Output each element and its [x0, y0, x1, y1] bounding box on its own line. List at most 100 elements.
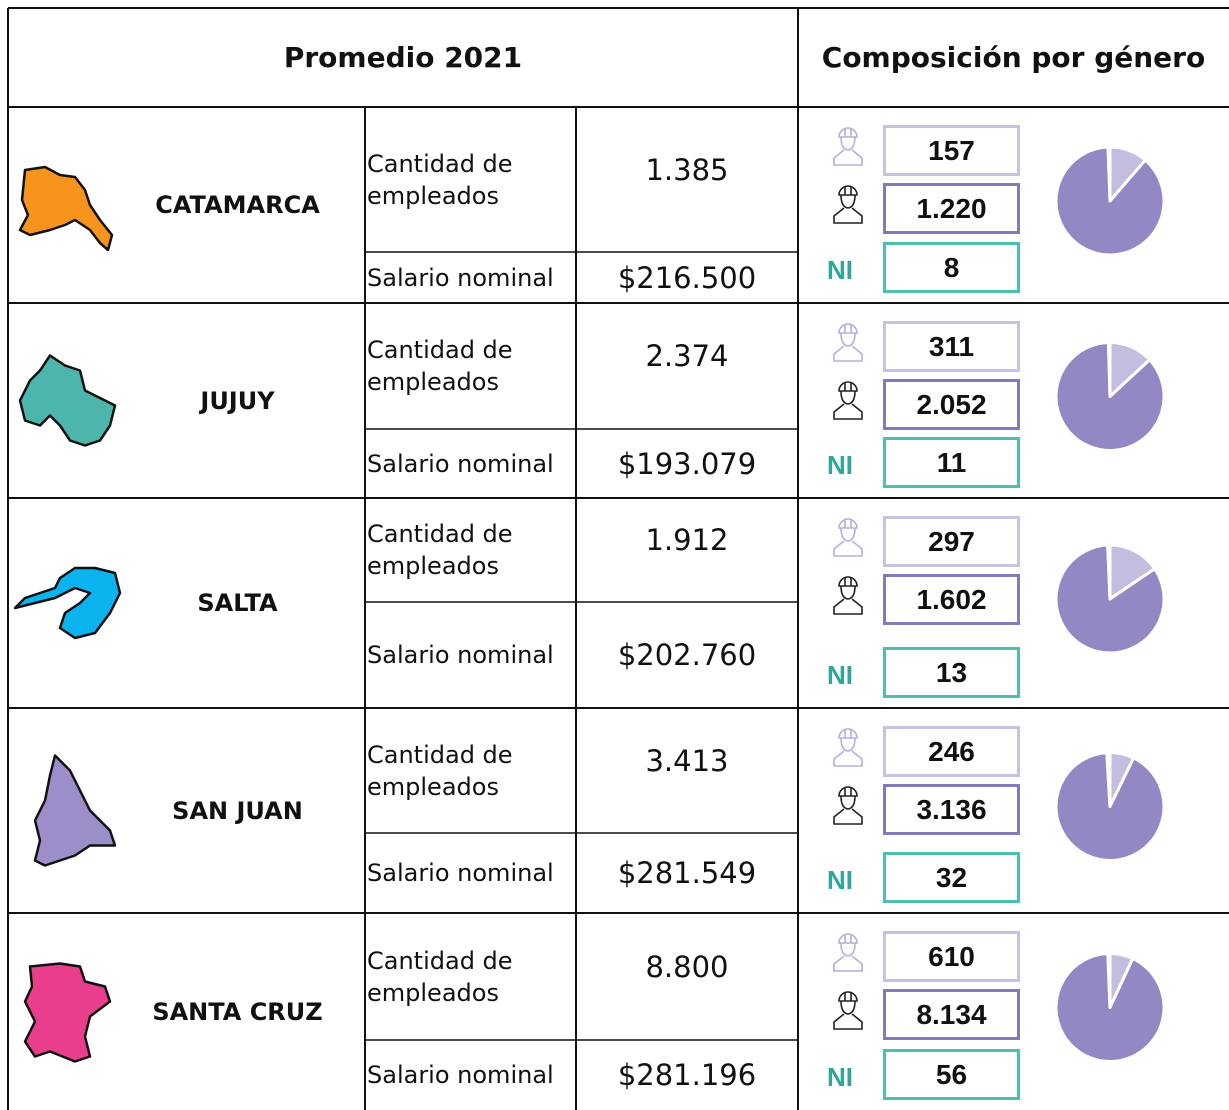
ni-label: NI: [827, 660, 853, 690]
women-count: 311: [883, 321, 1020, 372]
pie-slice: [1106, 341, 1112, 398]
salary-label: Salario nominal: [367, 859, 554, 887]
pie-slice: [1105, 751, 1112, 808]
women-count: 297: [883, 516, 1020, 567]
icon-body: [833, 955, 863, 972]
pie-slice: [1106, 951, 1112, 1009]
icon-body: [833, 598, 863, 615]
person-icon: [833, 185, 863, 224]
person-icon: [833, 323, 863, 362]
province-map: [18, 354, 117, 447]
icon-face: [840, 194, 856, 209]
employees-label: Cantidad de empleados: [367, 520, 513, 580]
men-count: 3.136: [883, 784, 1020, 835]
icon-body: [833, 1013, 863, 1030]
employees-value: 8.800: [645, 949, 729, 984]
person-icon: [833, 991, 863, 1030]
men-count: 1.602: [883, 574, 1020, 625]
province-name: SALTA: [197, 589, 278, 617]
women-count: 157: [883, 125, 1020, 176]
employees-value: 3.413: [645, 743, 729, 778]
icon-helmet: [838, 786, 858, 797]
women-count: 246: [883, 726, 1020, 777]
icon-helmet: [838, 991, 858, 1002]
person-icon: [833, 576, 863, 615]
person-icon: [833, 518, 863, 557]
ni-label: NI: [827, 450, 853, 480]
province-name: SANTA CRUZ: [152, 997, 323, 1026]
ni-label: NI: [827, 865, 853, 895]
icon-body: [833, 149, 863, 166]
men-count: 2.052: [883, 379, 1020, 430]
icon-face: [840, 1000, 856, 1015]
icon-body: [833, 345, 863, 362]
pie-slice: [1054, 341, 1166, 452]
employees-label: Cantidad de empleados: [367, 336, 513, 396]
province-name: CATAMARCA: [155, 191, 320, 219]
person-icon: [833, 933, 863, 972]
person-icon: [833, 381, 863, 420]
icon-face: [840, 390, 856, 405]
salary-value: $281.549: [617, 856, 757, 890]
icon-body: [833, 207, 863, 224]
icon-helmet: [838, 518, 858, 529]
ni-count: 13: [883, 647, 1020, 698]
icon-body: [833, 808, 863, 825]
header-right: Composición por género: [821, 41, 1206, 74]
icon-face: [840, 942, 856, 957]
pie-slice: [1106, 543, 1112, 601]
employees-label: Cantidad de empleados: [367, 946, 513, 1007]
person-icon: [833, 728, 863, 767]
ni-label: NI: [827, 255, 853, 285]
province-name: SAN JUAN: [172, 796, 303, 825]
employees-value: 2.374: [645, 339, 729, 373]
icon-face: [840, 737, 856, 752]
salary-value: $281.196: [617, 1058, 757, 1092]
employees-value: 1.912: [645, 523, 729, 557]
header-left: Promedio 2021: [283, 41, 523, 74]
icon-face: [840, 332, 856, 347]
province-map: [13, 566, 122, 640]
icon-face: [840, 795, 856, 810]
pie-slice: [1106, 145, 1112, 203]
icon-body: [833, 540, 863, 557]
women-count: 610: [883, 931, 1020, 982]
icon-helmet: [838, 933, 858, 944]
province-map: [23, 962, 112, 1063]
salary-label: Salario nominal: [367, 263, 554, 292]
icon-helmet: [838, 576, 858, 587]
icon-helmet: [838, 127, 858, 138]
salary-value: $216.500: [617, 260, 757, 295]
ni-count: 8: [883, 242, 1020, 293]
ni-label: NI: [827, 1062, 853, 1092]
employees-label: Cantidad de empleados: [367, 149, 513, 210]
person-icon: [833, 127, 863, 166]
ni-count: 11: [883, 437, 1020, 488]
men-count: 1.220: [883, 183, 1020, 234]
salary-label: Salario nominal: [367, 449, 554, 478]
ni-count: 56: [883, 1049, 1020, 1100]
province-map: [18, 165, 114, 252]
icon-body: [833, 403, 863, 420]
province-name: JUJUY: [200, 386, 275, 415]
icon-helmet: [838, 323, 858, 334]
icon-helmet: [838, 381, 858, 392]
salary-label: Salario nominal: [367, 641, 554, 669]
salary-value: $193.079: [617, 446, 757, 481]
person-icon: [833, 786, 863, 825]
icon-body: [833, 750, 863, 767]
icon-face: [840, 527, 856, 542]
ni-count: 32: [883, 852, 1020, 903]
salary-value: $202.760: [617, 638, 757, 672]
icon-face: [840, 136, 856, 151]
icon-helmet: [838, 185, 858, 196]
men-count: 8.134: [883, 989, 1020, 1040]
pie-slice: [1054, 145, 1166, 257]
icon-helmet: [838, 728, 858, 739]
employees-value: 1.385: [645, 152, 729, 187]
salary-label: Salario nominal: [367, 1061, 554, 1089]
employees-label: Cantidad de empleados: [367, 740, 513, 801]
province-map: [33, 754, 117, 867]
